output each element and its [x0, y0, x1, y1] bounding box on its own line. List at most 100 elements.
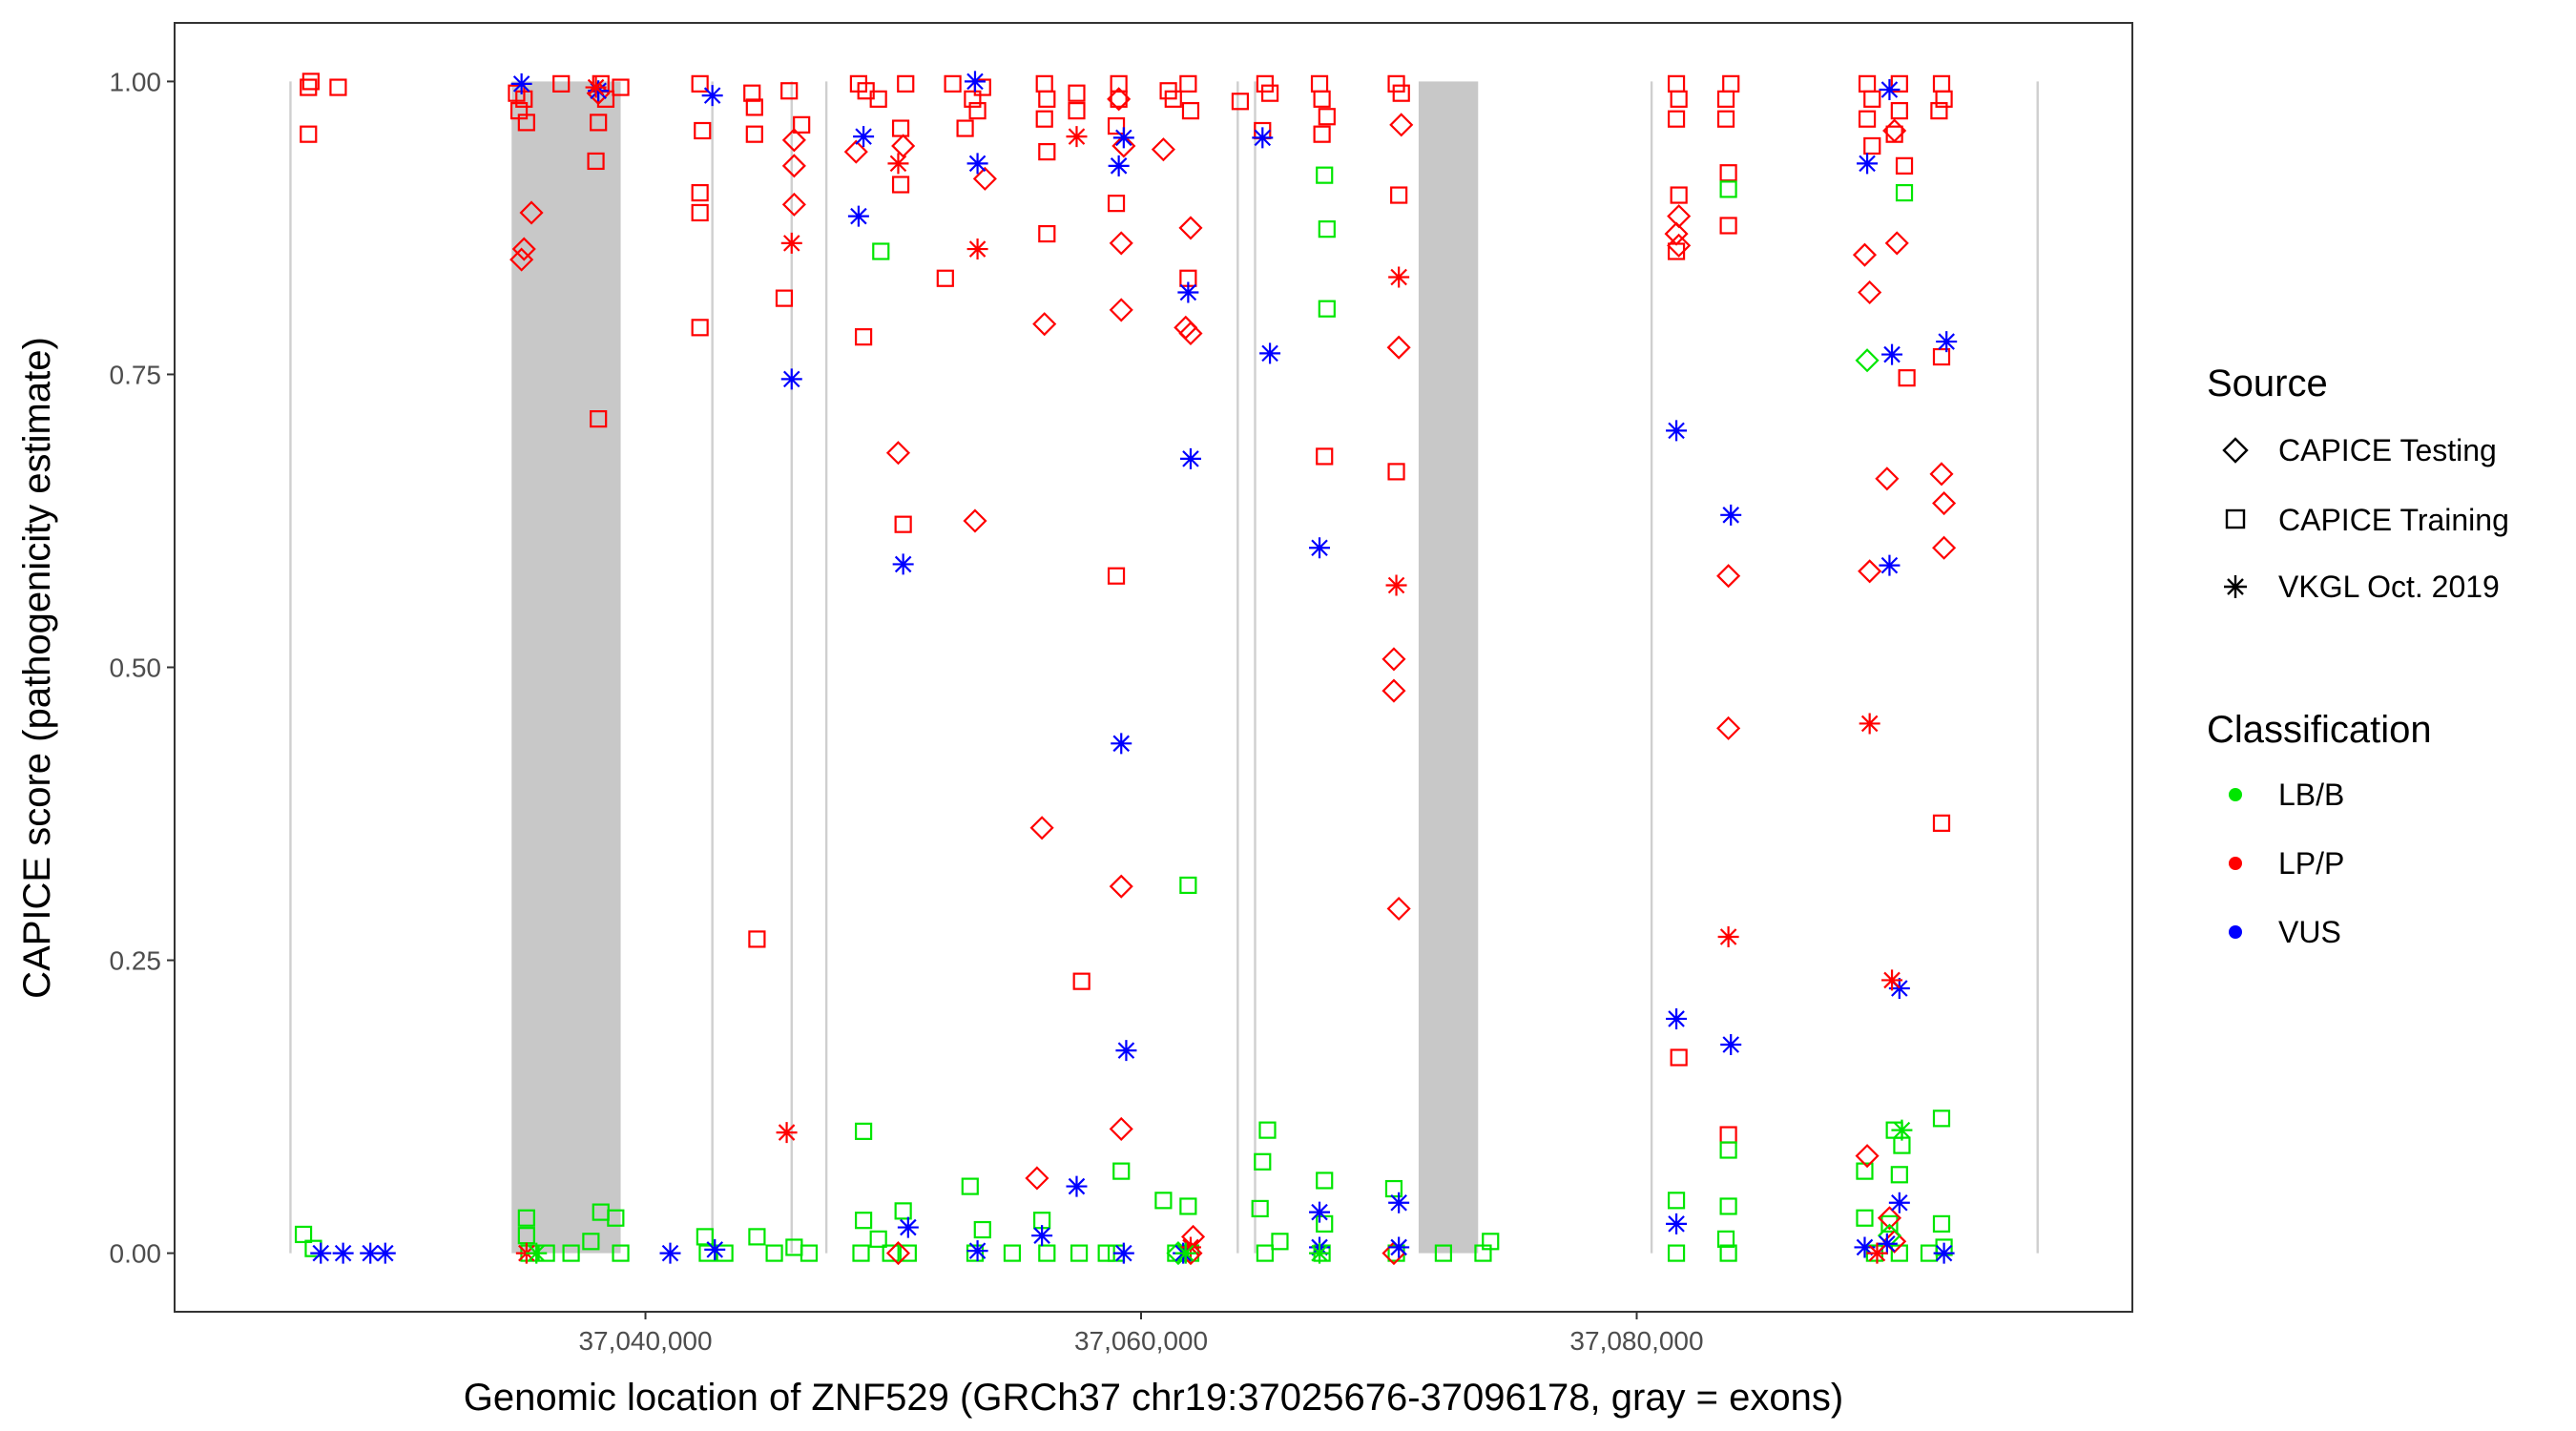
diamond-point-lpp	[1855, 1144, 1880, 1169]
legend-source-item-testing: CAPICE Testing	[2222, 433, 2497, 467]
square-point-lbb	[1271, 1233, 1289, 1251]
diamond-point-lpp	[1389, 113, 1414, 137]
square-point-lpp	[691, 74, 709, 93]
asterisk-point-vus	[1388, 1236, 1410, 1258]
asterisk-point-vus	[1876, 1233, 1898, 1255]
square-point-lpp	[968, 102, 987, 120]
asterisk-point-vus	[853, 126, 875, 148]
diamond-point-lpp	[781, 192, 806, 217]
diamond-point-lbb	[1855, 348, 1880, 373]
y-tick-label: 0.00	[110, 1239, 162, 1269]
square-point-lpp	[1313, 90, 1331, 108]
legend-class-item-lbb: LB/B	[2229, 778, 2344, 812]
asterisk-point-vus	[1177, 281, 1199, 303]
legend-class-label-lbb: LB/B	[2278, 778, 2344, 812]
square-point-lbb	[607, 1209, 625, 1227]
square-point-lbb	[1258, 1121, 1277, 1139]
square-point-lbb	[517, 1209, 535, 1227]
square-point-lpp	[301, 73, 320, 91]
square-point-lpp	[612, 78, 630, 96]
square-point-lpp	[1107, 567, 1126, 585]
asterisk-point-lpp	[585, 76, 607, 98]
square-point-lpp	[1898, 369, 1916, 387]
legend-lbb-dot	[2229, 788, 2242, 801]
square-point-lpp	[515, 90, 533, 108]
asterisk-point-vus	[1309, 1201, 1331, 1223]
asterisk-point-vus	[1111, 733, 1132, 755]
diamond-point-lpp	[1932, 490, 1957, 516]
asterisk-point-vus	[892, 553, 914, 575]
square-point-lpp	[1179, 74, 1197, 93]
asterisk-point-vus	[1252, 127, 1274, 149]
square-point-lpp	[1719, 164, 1737, 182]
diamond-point-lpp	[1032, 312, 1057, 337]
asterisk-point-vus	[897, 1216, 919, 1238]
diamond-point-lpp	[885, 441, 911, 466]
x-tick-label: 37,060,000	[1074, 1326, 1208, 1356]
square-point-lbb	[1003, 1244, 1022, 1262]
square-point-lpp	[1072, 972, 1091, 990]
asterisk-point-vus	[1879, 79, 1901, 101]
square-point-lbb	[1179, 876, 1197, 895]
asterisk-point-vus	[1936, 331, 1958, 353]
asterisk-point-lbb	[1174, 1242, 1196, 1264]
square-point-lpp	[1885, 125, 1903, 143]
square-point-lbb	[854, 1122, 873, 1140]
square-point-lbb	[1256, 1244, 1274, 1262]
exon-regions	[289, 81, 2039, 1254]
square-point-lbb	[1112, 1162, 1131, 1180]
asterisk-point-vus	[1108, 155, 1130, 176]
square-point-lpp	[1313, 125, 1331, 143]
square-point-lbb	[1070, 1244, 1089, 1262]
square-point-lbb	[1932, 1214, 1951, 1233]
asterisk-point-vus	[659, 1242, 681, 1264]
asterisk-point-vus	[1112, 1242, 1134, 1264]
square-point-lpp	[897, 74, 915, 93]
diamond-point-lpp	[1929, 462, 1954, 487]
square-point-lpp	[1719, 217, 1737, 235]
diamond-point-lpp	[1109, 1116, 1133, 1141]
square-point-lpp	[1932, 814, 1951, 832]
square-point-lpp	[1164, 90, 1182, 108]
square-point-lpp	[1935, 90, 1953, 108]
square-point-lpp	[936, 269, 954, 287]
diamond-point-lpp	[1858, 280, 1882, 305]
square-point-lpp	[691, 203, 709, 222]
diamond-point-lpp	[1151, 137, 1175, 162]
square-point-lbb	[852, 1244, 870, 1262]
diamond-point-lpp	[519, 200, 544, 225]
x-tick-label: 37,080,000	[1569, 1326, 1703, 1356]
square-point-lpp	[956, 119, 974, 137]
diamond-point-lpp	[1178, 216, 1203, 240]
square-point-lpp	[1068, 102, 1086, 120]
square-point-lbb	[1895, 183, 1914, 202]
diamond-point-lpp	[1877, 1206, 1902, 1231]
legend-source-item-training: CAPICE Training	[2225, 503, 2509, 537]
diamond-point-lpp	[1667, 233, 1692, 258]
plot-panel-border	[174, 22, 2133, 1313]
square-point-lbb	[1154, 1192, 1173, 1210]
diamond-point-lpp	[891, 134, 916, 158]
square-point-lpp	[745, 98, 763, 116]
square-point-lpp	[1038, 90, 1056, 108]
asterisk-point-vus	[966, 153, 988, 175]
square-point-lpp	[780, 82, 799, 100]
y-tick-label: 0.25	[110, 946, 162, 976]
square-point-lpp	[1310, 74, 1329, 93]
asterisk-point-lpp	[1066, 126, 1088, 148]
square-point-lpp	[1667, 74, 1686, 93]
y-axis-title: CAPICE score (pathogenicity estimate)	[16, 337, 58, 999]
square-point-lbb	[1856, 1209, 1874, 1227]
square-point-lbb	[1482, 1233, 1500, 1251]
square-point-lpp	[1107, 116, 1126, 135]
square-point-lpp	[1932, 74, 1951, 93]
asterisk-point-vus	[360, 1242, 382, 1264]
square-point-lbb	[854, 1212, 873, 1230]
legend-source-label-vkgl: VKGL Oct. 2019	[2278, 570, 2500, 604]
square-point-lbb	[882, 1244, 900, 1262]
asterisk-point-vus	[1881, 343, 1903, 365]
diamond-point-lpp	[885, 1241, 911, 1266]
asterisk-point-vus	[1388, 1192, 1410, 1213]
square-point-lbb	[1856, 1162, 1874, 1180]
square-point-lbb	[1719, 1244, 1737, 1262]
